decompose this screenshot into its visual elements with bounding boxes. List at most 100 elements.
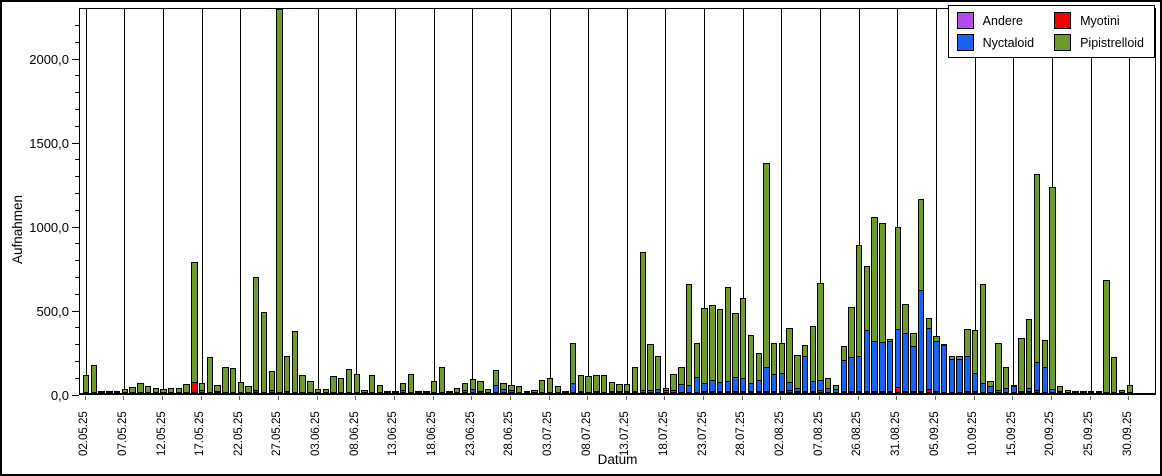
nyctaloid-segment <box>956 359 963 393</box>
stacked-bar <box>1002 366 1010 393</box>
stacked-bar <box>430 381 438 393</box>
nyctaloid-segment <box>755 380 762 391</box>
y-minor-tick <box>75 108 79 110</box>
x-tick <box>277 396 279 400</box>
stacked-bar <box>1126 384 1133 393</box>
x-tick-label: 18.07.25 <box>657 411 670 456</box>
stacked-bar <box>415 390 422 393</box>
stacked-bar <box>794 355 801 393</box>
stacked-bar <box>902 304 909 393</box>
stacked-bar <box>1049 187 1056 393</box>
pipistrelloid-segment <box>198 383 206 391</box>
myotini-segment <box>971 391 979 393</box>
stacked-bar <box>83 374 90 393</box>
stacked-bar <box>469 379 476 393</box>
pipistrelloid-segment <box>585 376 592 393</box>
nyctaloid-segment <box>461 389 469 393</box>
pipistrelloid-segment <box>168 387 175 393</box>
stacked-bar <box>160 388 167 393</box>
pipistrelloid-segment <box>577 375 585 391</box>
myotini-segment <box>894 387 902 393</box>
pipistrelloid-segment <box>817 283 824 381</box>
stacked-bar <box>376 384 384 393</box>
x-tick <box>625 396 627 400</box>
date-gridline <box>665 9 667 393</box>
stacked-bar <box>222 367 229 393</box>
stacked-bar <box>701 307 708 393</box>
stacked-bar <box>299 375 306 393</box>
myotini-segment <box>809 391 816 393</box>
stacked-bar <box>175 387 183 393</box>
pipistrelloid-segment <box>624 383 631 391</box>
stacked-bar <box>856 244 863 393</box>
pipistrelloid-segment <box>786 327 793 383</box>
x-tick-label: 03.06.25 <box>310 411 323 456</box>
y-tick-label: 500,0 <box>36 303 69 319</box>
x-tick-label: 28.06.25 <box>503 411 516 456</box>
y-minor-tick <box>75 176 79 178</box>
nyctaloid-segment <box>1002 387 1010 393</box>
pipistrelloid-segment <box>152 387 159 393</box>
x-tick <box>587 396 589 400</box>
myotini-segment <box>732 391 739 393</box>
legend: Andere Myotini Nyctaloid Pipistrelloid <box>947 5 1155 58</box>
pipistrelloid-segment <box>1049 187 1056 389</box>
pipistrelloid-segment <box>740 297 747 378</box>
pipistrelloid-segment <box>508 384 515 390</box>
x-tick-label: 23.07.25 <box>696 411 709 456</box>
nyctaloid-segment <box>647 390 654 393</box>
x-tick <box>432 396 434 400</box>
pipistrelloid-segment <box>338 378 345 393</box>
stacked-bar <box>948 356 956 393</box>
stacked-bar <box>894 226 902 393</box>
date-gridline <box>163 9 164 393</box>
pipistrelloid-segment <box>283 356 291 391</box>
nyctaloid-segment <box>941 345 948 393</box>
y-minor-tick <box>75 125 79 127</box>
stacked-bar <box>678 366 685 393</box>
stacked-bar <box>562 390 569 393</box>
stacked-bar <box>593 374 600 393</box>
pipistrelloid-segment <box>129 387 136 393</box>
date-gridline <box>820 9 822 393</box>
x-tick-label: 26.08.25 <box>851 411 864 456</box>
pipistrelloid-segment <box>910 332 917 347</box>
nyctaloid-segment <box>832 388 840 393</box>
pipistrelloid-segment <box>345 369 353 393</box>
stacked-bar <box>616 383 623 393</box>
nyctaloid-segment <box>593 391 600 393</box>
y-major-tick <box>72 310 79 312</box>
stacked-bar <box>554 385 561 393</box>
stacked-bar <box>1056 385 1064 393</box>
pipistrelloid-segment <box>1072 391 1079 393</box>
stacked-bar <box>546 378 554 393</box>
stacked-bar <box>1010 384 1017 393</box>
nyctaloid-segment <box>1026 388 1033 391</box>
pipistrelloid-segment <box>948 356 956 359</box>
pipistrelloid-segment <box>1111 357 1118 393</box>
pipistrelloid-segment <box>825 377 832 388</box>
nyctaloid-segment <box>477 391 484 393</box>
nyctaloid-segment <box>709 380 716 391</box>
x-tick-label: 17.05.25 <box>194 411 207 456</box>
x-axis-title: Datum <box>597 452 638 467</box>
pipistrelloid-segment <box>515 385 523 393</box>
myotini-segment <box>794 391 801 393</box>
stacked-bar <box>639 251 646 393</box>
x-tick-label: 13.07.25 <box>619 411 632 456</box>
y-minor-tick <box>75 293 79 295</box>
stacked-bar <box>446 391 453 393</box>
pipistrelloid-segment <box>678 366 685 384</box>
stacked-bar <box>152 387 159 393</box>
x-tick-label: 13.06.25 <box>387 411 400 456</box>
stacked-bar <box>1087 391 1095 393</box>
stacked-bar <box>477 380 484 393</box>
stacked-bar <box>191 261 198 393</box>
stacked-bar <box>600 374 608 393</box>
x-tick-label: 07.05.25 <box>116 411 129 456</box>
x-tick <box>393 396 395 400</box>
nyctaloid-segment <box>809 381 816 391</box>
nyctaloid-segment <box>693 376 701 393</box>
nyctaloid-segment <box>894 329 902 388</box>
stacked-bar <box>786 327 793 393</box>
